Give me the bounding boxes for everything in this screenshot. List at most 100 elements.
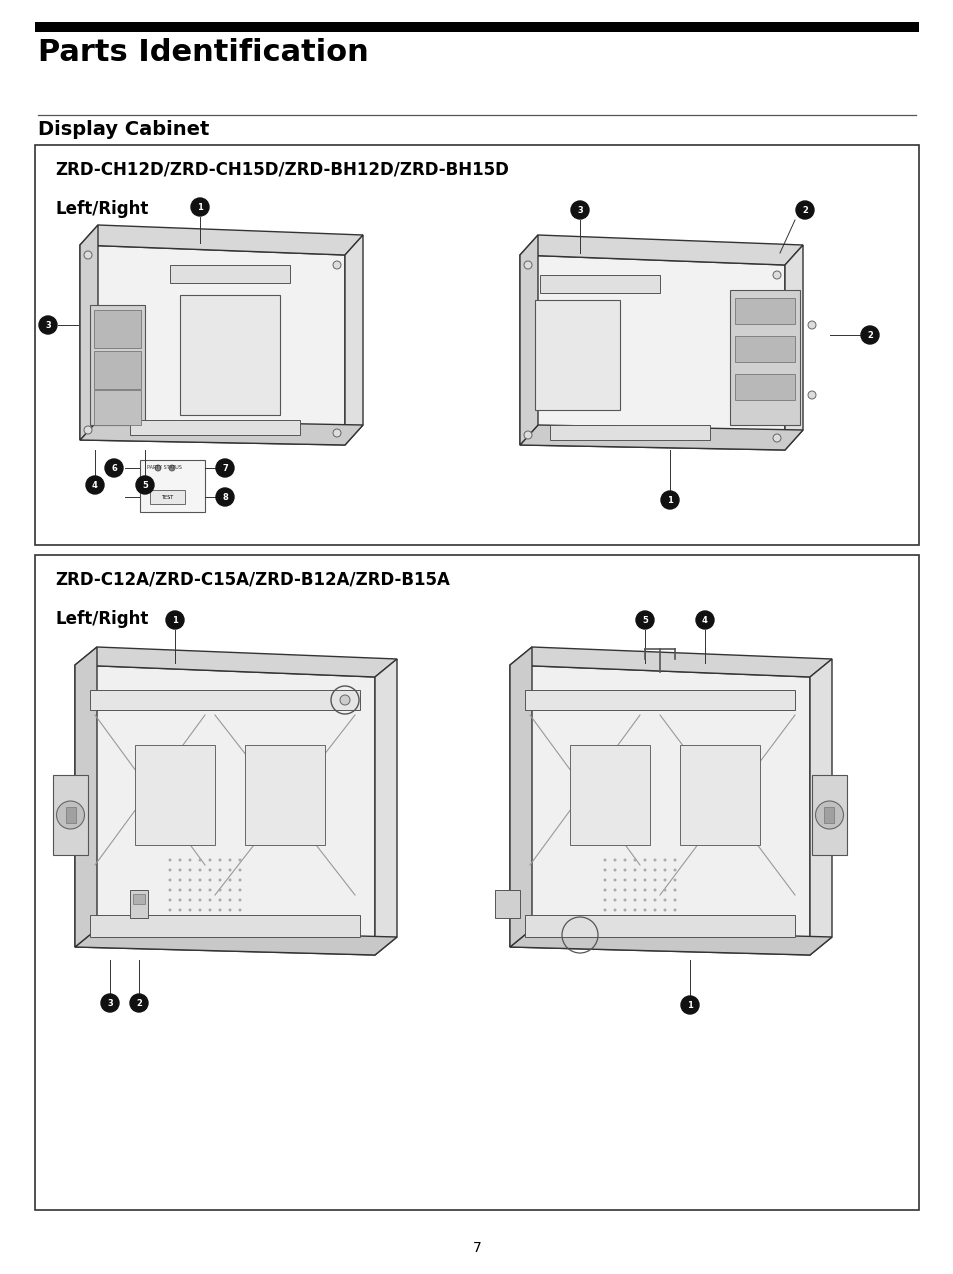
Circle shape (169, 888, 172, 892)
Circle shape (101, 994, 119, 1012)
Circle shape (169, 908, 172, 911)
Circle shape (633, 879, 636, 882)
Bar (90, 915, 359, 936)
Bar (132, 894, 145, 905)
Circle shape (633, 859, 636, 861)
Circle shape (169, 869, 172, 871)
Polygon shape (519, 255, 784, 450)
Circle shape (198, 908, 201, 911)
Text: Left/Right: Left/Right (55, 610, 149, 628)
Circle shape (238, 898, 241, 902)
Circle shape (218, 888, 221, 892)
Circle shape (623, 879, 626, 882)
Circle shape (105, 459, 123, 476)
Polygon shape (784, 245, 802, 450)
Circle shape (189, 908, 192, 911)
Bar (823, 806, 834, 823)
Circle shape (571, 201, 588, 219)
Circle shape (653, 908, 656, 911)
Circle shape (603, 859, 606, 861)
Circle shape (633, 908, 636, 911)
Circle shape (633, 869, 636, 871)
Bar (734, 336, 794, 362)
Circle shape (229, 898, 232, 902)
Circle shape (643, 908, 646, 911)
Circle shape (215, 459, 233, 476)
Circle shape (673, 898, 676, 902)
Circle shape (238, 908, 241, 911)
Circle shape (523, 261, 532, 269)
Text: 5: 5 (641, 615, 647, 624)
Circle shape (178, 869, 181, 871)
Circle shape (603, 888, 606, 892)
Text: 2: 2 (136, 999, 142, 1008)
Circle shape (772, 271, 781, 279)
Bar (679, 745, 760, 845)
Circle shape (333, 261, 340, 269)
Text: 2: 2 (866, 330, 872, 339)
Bar (140, 460, 205, 512)
Text: ZRD-C12A/ZRD-C15A/ZRD-B12A/ZRD-B15A: ZRD-C12A/ZRD-C15A/ZRD-B12A/ZRD-B15A (55, 569, 450, 589)
Polygon shape (345, 234, 363, 445)
Text: 8: 8 (222, 493, 228, 502)
Circle shape (178, 859, 181, 861)
Polygon shape (519, 426, 802, 450)
Circle shape (613, 908, 616, 911)
Bar (180, 296, 280, 415)
Circle shape (643, 898, 646, 902)
Text: 2: 2 (801, 205, 807, 214)
Polygon shape (510, 929, 831, 956)
Text: 4: 4 (701, 615, 707, 624)
Polygon shape (80, 420, 363, 445)
Circle shape (189, 859, 192, 861)
Circle shape (795, 201, 813, 219)
Bar (90, 691, 359, 710)
Circle shape (603, 898, 606, 902)
Circle shape (633, 888, 636, 892)
Circle shape (229, 859, 232, 861)
Circle shape (339, 696, 350, 705)
Text: Display Cabinet: Display Cabinet (38, 120, 209, 139)
Circle shape (653, 859, 656, 861)
Circle shape (198, 869, 201, 871)
Circle shape (136, 476, 153, 494)
Circle shape (209, 908, 212, 911)
Bar (35, 22, 918, 32)
Circle shape (680, 996, 699, 1014)
Circle shape (696, 612, 713, 629)
Circle shape (673, 879, 676, 882)
Circle shape (623, 908, 626, 911)
Circle shape (178, 888, 181, 892)
Circle shape (56, 801, 85, 829)
Circle shape (198, 879, 201, 882)
Circle shape (209, 879, 212, 882)
Polygon shape (519, 234, 802, 265)
Circle shape (209, 888, 212, 892)
Circle shape (653, 869, 656, 871)
Bar (245, 745, 325, 845)
Circle shape (673, 888, 676, 892)
Circle shape (613, 888, 616, 892)
Circle shape (613, 859, 616, 861)
Circle shape (191, 197, 209, 217)
Polygon shape (519, 234, 537, 445)
Bar (94, 352, 141, 389)
Circle shape (218, 869, 221, 871)
Circle shape (218, 898, 221, 902)
Circle shape (169, 879, 172, 882)
Circle shape (613, 898, 616, 902)
Bar (729, 290, 800, 426)
Circle shape (673, 908, 676, 911)
Circle shape (653, 898, 656, 902)
Circle shape (613, 879, 616, 882)
Circle shape (807, 321, 815, 329)
Circle shape (673, 859, 676, 861)
Circle shape (86, 476, 104, 494)
Bar (130, 420, 299, 434)
Bar (35, 145, 918, 545)
Bar (130, 891, 148, 919)
Polygon shape (75, 647, 396, 676)
Circle shape (39, 316, 57, 334)
Circle shape (772, 434, 781, 442)
Text: Left/Right: Left/Right (55, 200, 149, 218)
